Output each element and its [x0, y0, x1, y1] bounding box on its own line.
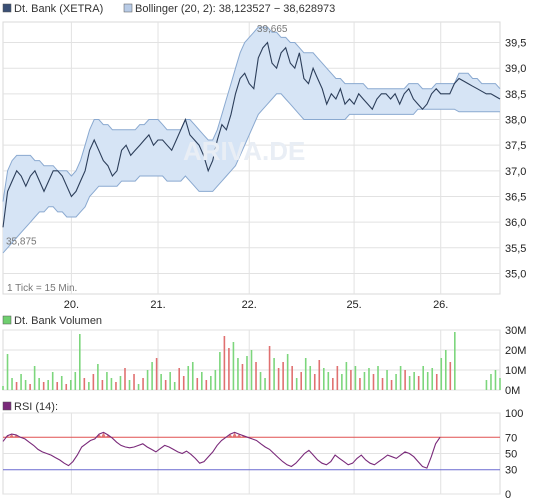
rsi-y-tick-label: 30 — [505, 465, 517, 477]
rsi-y-tick-label: 100 — [505, 408, 523, 420]
price-plot-frame — [2, 21, 501, 295]
volume-y-tick-label: 20M — [505, 345, 526, 357]
price-line — [2, 41, 501, 228]
price-y-tick-label: 39,0 — [505, 63, 526, 75]
legend-price-swatch — [2, 3, 12, 13]
legend-bollinger-label: Bollinger (20, 2): 38,123527 − 38,628973 — [135, 3, 335, 15]
low-annotation: 35,875 — [6, 237, 37, 248]
bollinger-upper-line — [2, 26, 501, 202]
price-y-tick-label: 36,0 — [505, 217, 526, 229]
watermark: ARIVA.DE — [183, 136, 305, 166]
high-annotation: 39,665 — [257, 24, 288, 35]
price-x-tick-label: 21. — [150, 299, 165, 311]
volume-y-tick-label: 30M — [505, 325, 526, 337]
price-y-tick-label: 36,5 — [505, 191, 526, 203]
rsi-overbought-area — [5, 432, 246, 438]
price-x-tick-label: 26. — [433, 299, 448, 311]
price-y-tick-label: 38,0 — [505, 115, 526, 127]
price-y-tick-label: 37,5 — [505, 140, 526, 152]
rsi-panel: 100 70 50 30 0 — [2, 408, 523, 501]
volume-y-tick-label: 0M — [505, 385, 520, 397]
volume-y-tick-label: 10M — [505, 365, 526, 377]
volume-panel: 30M 20M 10M 0M — [2, 325, 526, 397]
price-y-tick-label: 37,0 — [505, 166, 526, 178]
price-x-tick-label: 22. — [242, 299, 257, 311]
rsi-y-tick-label: 50 — [505, 449, 517, 461]
price-panel: 39,5 39,0 38,5 38,0 37,5 37,0 36,5 36,0 35,5 35,0… — [2, 21, 526, 311]
price-y-tick-label: 35,0 — [505, 268, 526, 280]
legend-rsi-swatch — [2, 401, 12, 411]
rsi-y-tick-label: 0 — [505, 489, 511, 501]
legend-volume-label: Dt. Bank Volumen — [14, 315, 102, 327]
price-x-tick-label: 25. — [346, 299, 361, 311]
bollinger-lower-line — [2, 93, 500, 254]
price-y-tick-label: 39,5 — [505, 38, 526, 50]
rsi-line — [2, 431, 441, 469]
price-y-tick-label: 38,5 — [505, 89, 526, 101]
legend-bollinger-swatch — [123, 3, 133, 13]
rsi-y-tick-label: 70 — [505, 432, 517, 444]
bollinger-band-area — [3, 27, 500, 253]
legend-price-label: Dt. Bank (XETRA) — [14, 3, 103, 15]
legend-volume-swatch — [2, 315, 12, 325]
price-y-tick-label: 35,5 — [505, 243, 526, 255]
legend-rsi-label: RSI (14): — [14, 401, 58, 413]
tick-note: 1 Tick = 15 Min. — [7, 283, 77, 294]
price-x-tick-label: 20. — [64, 299, 79, 311]
